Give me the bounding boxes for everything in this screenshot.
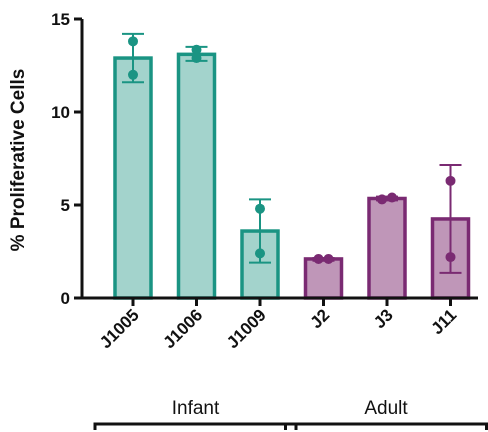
bar-group (430, 164, 471, 300)
data-point (255, 248, 265, 259)
bar-group (176, 44, 217, 300)
data-point (323, 253, 334, 264)
bar-group (303, 253, 344, 300)
bracket-line (284, 422, 488, 430)
bars (113, 32, 471, 300)
y-tick-label: 5 (61, 196, 70, 215)
x-tick-label: J3 (370, 305, 397, 332)
x-tick-label: J2 (307, 305, 334, 332)
x-tick-label: J1009 (223, 305, 270, 352)
group-label: Adult (364, 398, 408, 419)
bar (367, 196, 407, 300)
group-bracket: Adult (284, 398, 488, 430)
data-point (128, 69, 138, 80)
bracket-line (93, 422, 298, 430)
y-tick-label: 15 (51, 10, 70, 29)
data-point (191, 53, 202, 64)
x-tick-label: J1006 (159, 305, 206, 352)
data-point (387, 192, 397, 203)
bar-group (113, 32, 153, 300)
y-tick-label: 10 (51, 103, 70, 122)
y-axis-title: % Proliferative Cells (8, 69, 29, 252)
bar-group (240, 198, 280, 300)
bar (113, 56, 153, 300)
data-point (445, 175, 456, 186)
group-bracket: Infant (93, 398, 298, 430)
x-tick-label: J1005 (96, 305, 143, 352)
x-axis: J1005 J1006 J1009 J2 J3 J11 (80, 296, 478, 352)
data-point (191, 44, 202, 55)
y-axis: 0 5 10 15 (51, 10, 84, 308)
x-tick-label: J11 (427, 305, 460, 338)
bar-group (367, 192, 407, 300)
data-point (445, 252, 456, 263)
data-point (128, 36, 138, 47)
group-label: Infant (172, 398, 220, 419)
y-tick-label: 0 (61, 289, 70, 308)
bar (303, 257, 344, 300)
data-point (313, 253, 324, 264)
data-point (255, 203, 265, 214)
group-brackets: Infant Adult (93, 398, 488, 430)
data-point (377, 194, 387, 205)
bar (176, 52, 217, 300)
